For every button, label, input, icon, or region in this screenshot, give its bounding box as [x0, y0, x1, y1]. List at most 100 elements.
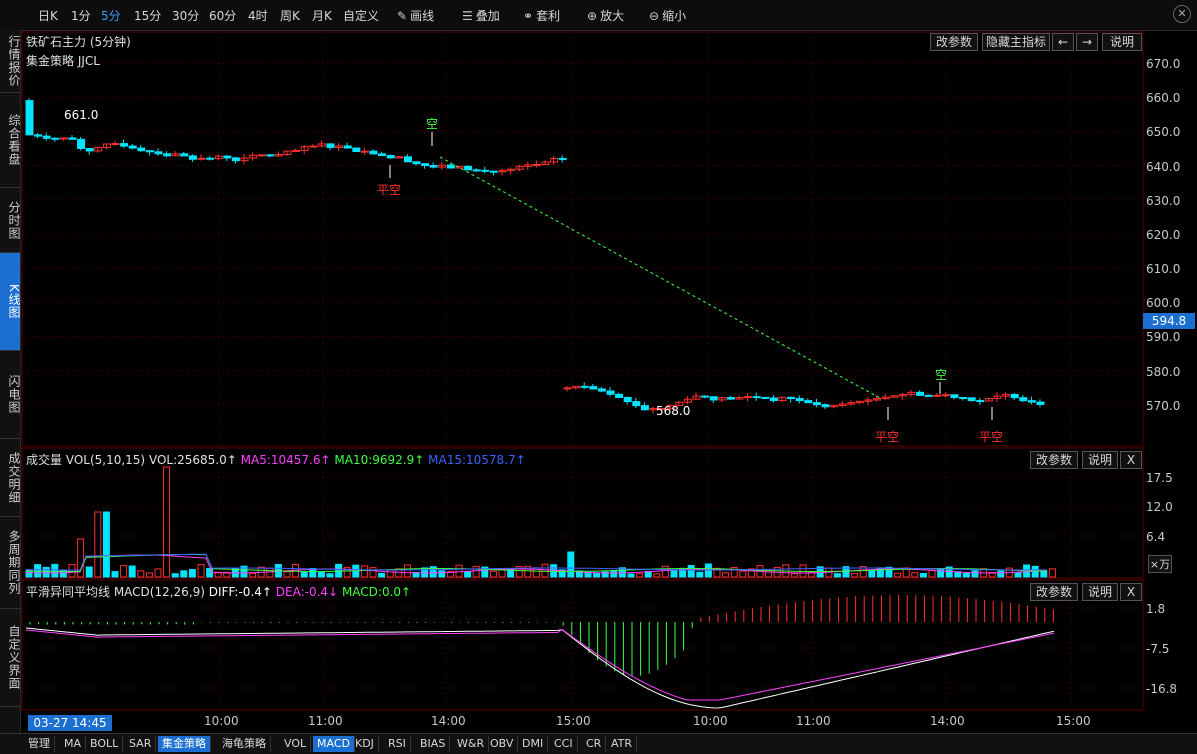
candle [623, 396, 632, 403]
sidebar-tab-custom[interactable]: 自定义界面 [0, 609, 21, 707]
cursor-date-tag: 03-27 14:45 [28, 715, 112, 731]
macd-params-button[interactable]: 改参数 [1030, 583, 1078, 601]
candle [941, 394, 950, 397]
candle [360, 150, 369, 153]
tab-rsi[interactable]: RSI [384, 736, 411, 752]
candle [675, 401, 684, 406]
volume-bar [696, 571, 704, 578]
volume-bar [524, 565, 532, 578]
period-60min[interactable]: 60分 [209, 9, 237, 23]
zoom-in-icon: ⊕ [587, 9, 598, 23]
macd-close-icon[interactable]: X [1120, 583, 1142, 601]
tab-vol[interactable]: VOL [280, 736, 312, 752]
candle [532, 163, 541, 166]
tab-wr[interactable]: W&R [453, 736, 490, 752]
arbitrage-button[interactable]: ⚭ 套利 [523, 9, 561, 23]
volume-bar [137, 570, 145, 578]
volume-bar [412, 571, 420, 578]
tab-atr[interactable]: ATR [607, 736, 638, 752]
candle [455, 165, 464, 169]
volume-bar [971, 570, 979, 578]
period-5min[interactable]: 5分 [101, 9, 121, 23]
candle [1019, 397, 1028, 402]
sidebar-tab-quotes[interactable]: 行情报价 [0, 30, 21, 93]
tab-cci[interactable]: CCI [550, 736, 578, 752]
volume-bar [369, 567, 377, 578]
arrow-right-icon[interactable]: → [1076, 33, 1098, 51]
macd-help-button[interactable]: 说明 [1082, 583, 1118, 601]
tab-kdj[interactable]: KDJ [351, 736, 379, 752]
candle [42, 135, 51, 139]
tab-boll[interactable]: BOLL [86, 736, 124, 752]
volume-bar [68, 563, 76, 578]
tab-manage[interactable]: 管理 [24, 736, 55, 752]
overlay-button[interactable]: ☰ 叠加 [462, 9, 500, 23]
period-month[interactable]: 月K [312, 9, 332, 23]
main-help-button[interactable]: 说明 [1102, 33, 1142, 51]
sidebar-tab-multi-period[interactable]: 多周期同列 [0, 517, 21, 609]
tab-cr[interactable]: CR [582, 736, 607, 752]
period-15min[interactable]: 15分 [134, 9, 162, 23]
volume-bar [171, 573, 179, 578]
vol-help-button[interactable]: 说明 [1082, 451, 1118, 469]
main-params-button[interactable]: 改参数 [930, 33, 978, 51]
tab-bias[interactable]: BIAS [416, 736, 451, 752]
candle [395, 156, 404, 159]
close-icon[interactable]: ✕ [1173, 5, 1191, 23]
macd-y-tick: -7.5 [1146, 642, 1170, 656]
candle [343, 145, 352, 149]
volume-bar [421, 567, 429, 578]
x-tick: 14:00 [431, 714, 466, 728]
y-tick: 590.0 [1146, 330, 1181, 344]
tab-turtle[interactable]: 海龟策略 [218, 736, 271, 752]
candle [223, 155, 232, 159]
period-4h[interactable]: 4时 [248, 9, 268, 23]
candle [572, 385, 581, 389]
volume-bar [747, 568, 755, 578]
candle [649, 407, 658, 411]
candle [761, 396, 770, 399]
tab-obv[interactable]: OBV [486, 736, 519, 752]
y-tick: 580.0 [1146, 365, 1181, 379]
volume-bar [283, 571, 291, 578]
tab-jjcl[interactable]: 集金策略 [158, 736, 211, 752]
candle [102, 143, 111, 148]
draw-line-button[interactable]: ✎ 画线 [397, 9, 435, 23]
candle [976, 400, 985, 403]
sidebar-tab-kline[interactable]: K线图 [0, 253, 21, 351]
volume-bar [180, 570, 188, 578]
period-week[interactable]: 周K [280, 9, 300, 23]
x-tick: 14:00 [930, 714, 965, 728]
candle [472, 169, 481, 172]
candle [68, 137, 77, 140]
hide-indicator-button[interactable]: 隐藏主指标 [982, 33, 1050, 51]
unit-button[interactable]: ×万 [1148, 555, 1172, 573]
volume-bar [266, 567, 274, 578]
tab-ma[interactable]: MA [60, 736, 87, 752]
volume-bar [558, 569, 566, 578]
tab-dmi[interactable]: DMI [518, 736, 549, 752]
candle [231, 157, 240, 162]
volume-bar [429, 566, 437, 578]
tab-macd[interactable]: MACD [313, 736, 355, 752]
sidebar-tab-flash[interactable]: 闪电图 [0, 351, 21, 439]
period-30min[interactable]: 30分 [172, 9, 200, 23]
macd-title: 平滑异同平均线 MACD(12,26,9) [26, 585, 205, 599]
period-custom[interactable]: 自定义 [343, 9, 380, 23]
sidebar-tab-trades[interactable]: 成交明细 [0, 439, 21, 517]
candle [550, 157, 559, 163]
zoom-out-button[interactable]: ⊖ 缩小 [649, 9, 687, 23]
arrow-left-icon[interactable]: ← [1052, 33, 1074, 51]
vol-close-icon[interactable]: X [1120, 451, 1142, 469]
candle [309, 145, 318, 148]
tab-sar[interactable]: SAR [125, 736, 157, 752]
sidebar-tab-overview[interactable]: 综合看盘 [0, 93, 21, 188]
sidebar-tab-timeshare[interactable]: 分时图 [0, 188, 21, 253]
period-day[interactable]: 日K [38, 9, 58, 23]
volume-bar [481, 566, 489, 578]
candle [369, 150, 378, 155]
period-1min[interactable]: 1分 [71, 9, 91, 23]
zoom-in-button[interactable]: ⊕ 放大 [587, 9, 625, 23]
vol-params-button[interactable]: 改参数 [1030, 451, 1078, 469]
